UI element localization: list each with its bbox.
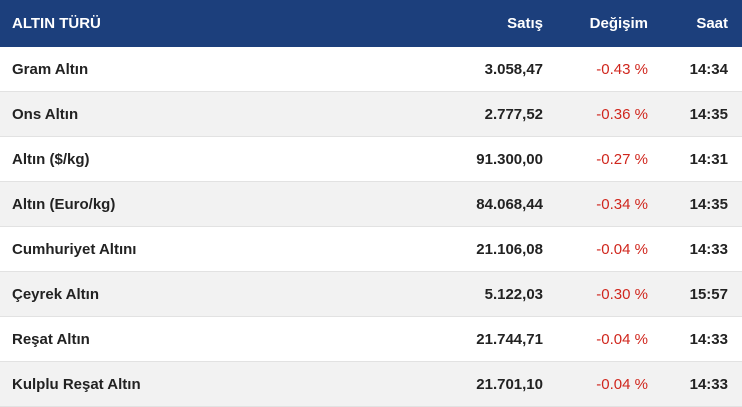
change-cell: -0.34 % xyxy=(543,181,648,227)
change-cell: -0.04 % xyxy=(543,316,648,362)
table-row[interactable]: Reşat Altın 21.744,71 -0.04 % 14:33 xyxy=(0,316,742,362)
change-cell: -0.27 % xyxy=(543,136,648,182)
table-row[interactable]: Altın ($/kg) 91.300,00 -0.27 % 14:31 xyxy=(0,136,742,182)
change-cell: -0.04 % xyxy=(543,226,648,272)
header-time[interactable]: Saat xyxy=(648,0,742,47)
change-cell: -0.36 % xyxy=(543,91,648,137)
table-body: Gram Altın 3.058,47 -0.43 % 14:34 Ons Al… xyxy=(0,47,742,407)
gold-type-cell: Reşat Altın xyxy=(0,316,340,362)
sale-price-cell: 21.106,08 xyxy=(340,226,543,272)
header-row: ALTIN TÜRÜ Satış Değişim Saat xyxy=(0,0,742,47)
change-cell: -0.30 % xyxy=(543,271,648,317)
change-cell: -0.43 % xyxy=(543,47,648,92)
sale-price-cell: 3.058,47 xyxy=(340,47,543,92)
gold-type-cell: Ons Altın xyxy=(0,91,340,137)
sale-price-cell: 5.122,03 xyxy=(340,271,543,317)
time-cell: 14:35 xyxy=(648,181,742,227)
table-row[interactable]: Kulplu Reşat Altın 21.701,10 -0.04 % 14:… xyxy=(0,361,742,407)
gold-type-cell: Altın ($/kg) xyxy=(0,136,340,182)
table-row[interactable]: Cumhuriyet Altını 21.106,08 -0.04 % 14:3… xyxy=(0,226,742,272)
gold-type-cell: Çeyrek Altın xyxy=(0,271,340,317)
table-row[interactable]: Ons Altın 2.777,52 -0.36 % 14:35 xyxy=(0,91,742,137)
time-cell: 14:33 xyxy=(648,226,742,272)
sale-price-cell: 21.701,10 xyxy=(340,361,543,407)
gold-type-cell: Kulplu Reşat Altın xyxy=(0,361,340,407)
header-change[interactable]: Değişim xyxy=(543,0,648,47)
time-cell: 14:35 xyxy=(648,91,742,137)
gold-type-cell: Altın (Euro/kg) xyxy=(0,181,340,227)
sale-price-cell: 91.300,00 xyxy=(340,136,543,182)
sale-price-cell: 21.744,71 xyxy=(340,316,543,362)
change-cell: -0.04 % xyxy=(543,361,648,407)
table-row[interactable]: Gram Altın 3.058,47 -0.43 % 14:34 xyxy=(0,47,742,92)
sale-price-cell: 84.068,44 xyxy=(340,181,543,227)
time-cell: 14:31 xyxy=(648,136,742,182)
table-row[interactable]: Çeyrek Altın 5.122,03 -0.30 % 15:57 xyxy=(0,271,742,317)
time-cell: 14:34 xyxy=(648,47,742,92)
gold-type-cell: Cumhuriyet Altını xyxy=(0,226,340,272)
time-cell: 15:57 xyxy=(648,271,742,317)
table-row[interactable]: Altın (Euro/kg) 84.068,44 -0.34 % 14:35 xyxy=(0,181,742,227)
header-sale[interactable]: Satış xyxy=(340,0,543,47)
header-gold-type[interactable]: ALTIN TÜRÜ xyxy=(0,0,340,47)
gold-type-cell: Gram Altın xyxy=(0,47,340,92)
table-header: ALTIN TÜRÜ Satış Değişim Saat xyxy=(0,0,742,47)
time-cell: 14:33 xyxy=(648,316,742,362)
time-cell: 14:33 xyxy=(648,361,742,407)
sale-price-cell: 2.777,52 xyxy=(340,91,543,137)
